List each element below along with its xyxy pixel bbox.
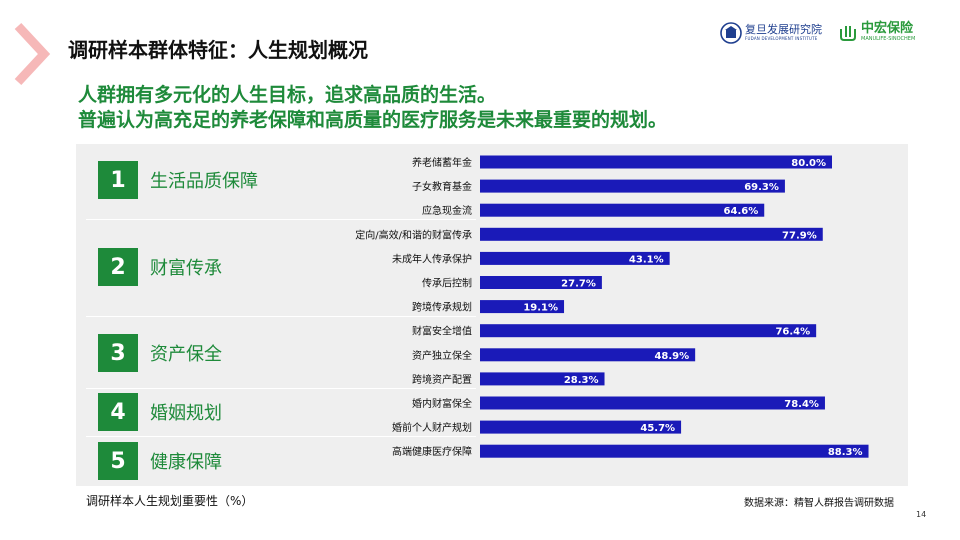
fudan-logo-en: FUDAN DEVELOPMENT INSTITUTE [745, 36, 818, 41]
bar [480, 251, 670, 265]
category-label: 跨境资产配置 [412, 373, 472, 386]
bar [480, 396, 825, 410]
fudan-logo-cn: 复旦发展研究院 [745, 23, 822, 36]
value-label: 76.4% [775, 327, 810, 338]
manulife-logo-cn: 中宏保险 [861, 21, 914, 36]
group-3: 3 资产保全 [98, 334, 222, 372]
value-label: 48.9% [654, 351, 689, 362]
category-label: 养老储蓄年金 [412, 156, 472, 169]
bar [480, 203, 765, 217]
value-label: 64.6% [724, 206, 759, 217]
value-label: 28.3% [564, 375, 599, 386]
group-number: 1 [98, 161, 138, 199]
group-label: 健康保障 [150, 452, 222, 473]
group-label: 生活品质保障 [150, 171, 258, 192]
fudan-logo: 复旦发展研究院 FUDAN DEVELOPMENT INSTITUTE [720, 22, 822, 44]
subtitle-line-2: 普遍认为高充足的养老保障和高质量的医疗服务是未来最重要的规划。 [78, 109, 668, 131]
group-number: 3 [98, 334, 138, 372]
group-number: 5 [98, 442, 138, 480]
value-label: 19.1% [523, 303, 558, 314]
group-number: 4 [98, 393, 138, 431]
group-number: 2 [98, 248, 138, 286]
category-label: 跨境传承规划 [412, 301, 472, 314]
category-label: 婚前个人财产规划 [392, 421, 472, 434]
value-label: 27.7% [561, 279, 596, 290]
group-label: 资产保全 [150, 344, 222, 365]
category-label: 资产独立保全 [412, 349, 472, 362]
category-label: 定向/高效/和谐的财富传承 [355, 228, 472, 241]
category-label: 传承后控制 [422, 277, 472, 290]
manulife-sinochem-logo: 中宏保险 MANULIFE-SINOCHEM [838, 22, 915, 43]
manulife-emblem-icon [840, 25, 856, 41]
group-5: 5 健康保障 [98, 442, 222, 480]
value-label: 43.1% [629, 254, 664, 265]
category-label: 未成年人传承保护 [392, 252, 472, 265]
chevron-decoration-icon [14, 22, 51, 86]
group-2: 2 财富传承 [98, 248, 222, 286]
value-label: 45.7% [640, 423, 675, 434]
value-label: 69.3% [744, 182, 779, 193]
group-divider [86, 436, 476, 437]
chart-footnote: 调研样本人生规划重要性（%） [86, 494, 254, 508]
fudan-emblem-icon [720, 22, 742, 44]
value-label: 80.0% [791, 158, 826, 169]
group-1: 1 生活品质保障 [98, 161, 258, 199]
category-label: 婚内财富保全 [412, 397, 472, 410]
group-label: 婚姻规划 [150, 403, 222, 424]
bar [480, 179, 785, 193]
value-label: 78.4% [784, 399, 819, 410]
group-divider [86, 388, 476, 389]
subtitle-line-1: 人群拥有多元化的人生目标，追求高品质的生活。 [78, 84, 497, 106]
bar [480, 372, 605, 386]
bar [480, 324, 817, 338]
bar [480, 276, 602, 289]
page-title: 调研样本群体特征：人生规划概况 [68, 38, 368, 62]
group-label: 财富传承 [150, 258, 222, 279]
value-label: 88.3% [828, 447, 863, 458]
manulife-logo-en: MANULIFE-SINOCHEM [861, 36, 916, 42]
bar [480, 155, 832, 169]
bar [480, 348, 696, 362]
category-label: 高端健康医疗保障 [392, 445, 472, 458]
value-label: 77.9% [782, 230, 817, 241]
category-label: 应急现金流 [422, 204, 472, 217]
group-divider [86, 219, 476, 220]
bar [480, 420, 682, 434]
bar [480, 300, 565, 314]
category-label: 子女教育基金 [412, 180, 472, 193]
bar [480, 227, 823, 241]
group-4: 4 婚姻规划 [98, 393, 222, 431]
page-number: 14 [916, 510, 927, 519]
data-source: 数据来源：精智人群报告调研数据 [744, 498, 894, 509]
category-label: 财富安全增值 [412, 325, 472, 338]
bar [480, 444, 869, 458]
group-divider [86, 316, 476, 317]
